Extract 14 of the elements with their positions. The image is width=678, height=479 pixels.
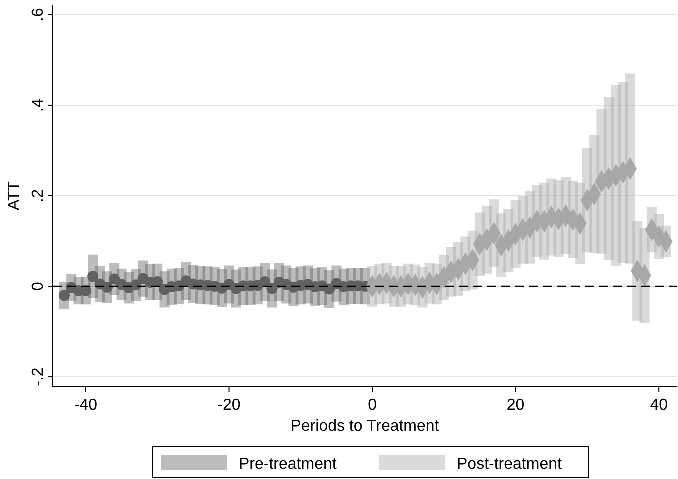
y-tick-label: .6 (30, 8, 47, 22)
y-tick-label: .2 (30, 189, 47, 203)
y-tick-label: .4 (30, 98, 47, 112)
y-axis-title: ATT (6, 181, 23, 211)
x-tick-label: 0 (368, 397, 378, 414)
x-tick-label: 40 (650, 397, 668, 414)
y-tick-label: -.2 (30, 368, 47, 386)
x-tick-label: 20 (506, 397, 525, 414)
x-tick-label: -40 (74, 397, 98, 414)
y-tick-label: 0 (30, 282, 47, 291)
x-tick-label: -20 (218, 397, 241, 414)
x-axis-title: Periods to Treatment (290, 418, 440, 435)
legend-label: Pre-treatment (239, 456, 338, 473)
legend-label: Post-treatment (457, 456, 562, 473)
